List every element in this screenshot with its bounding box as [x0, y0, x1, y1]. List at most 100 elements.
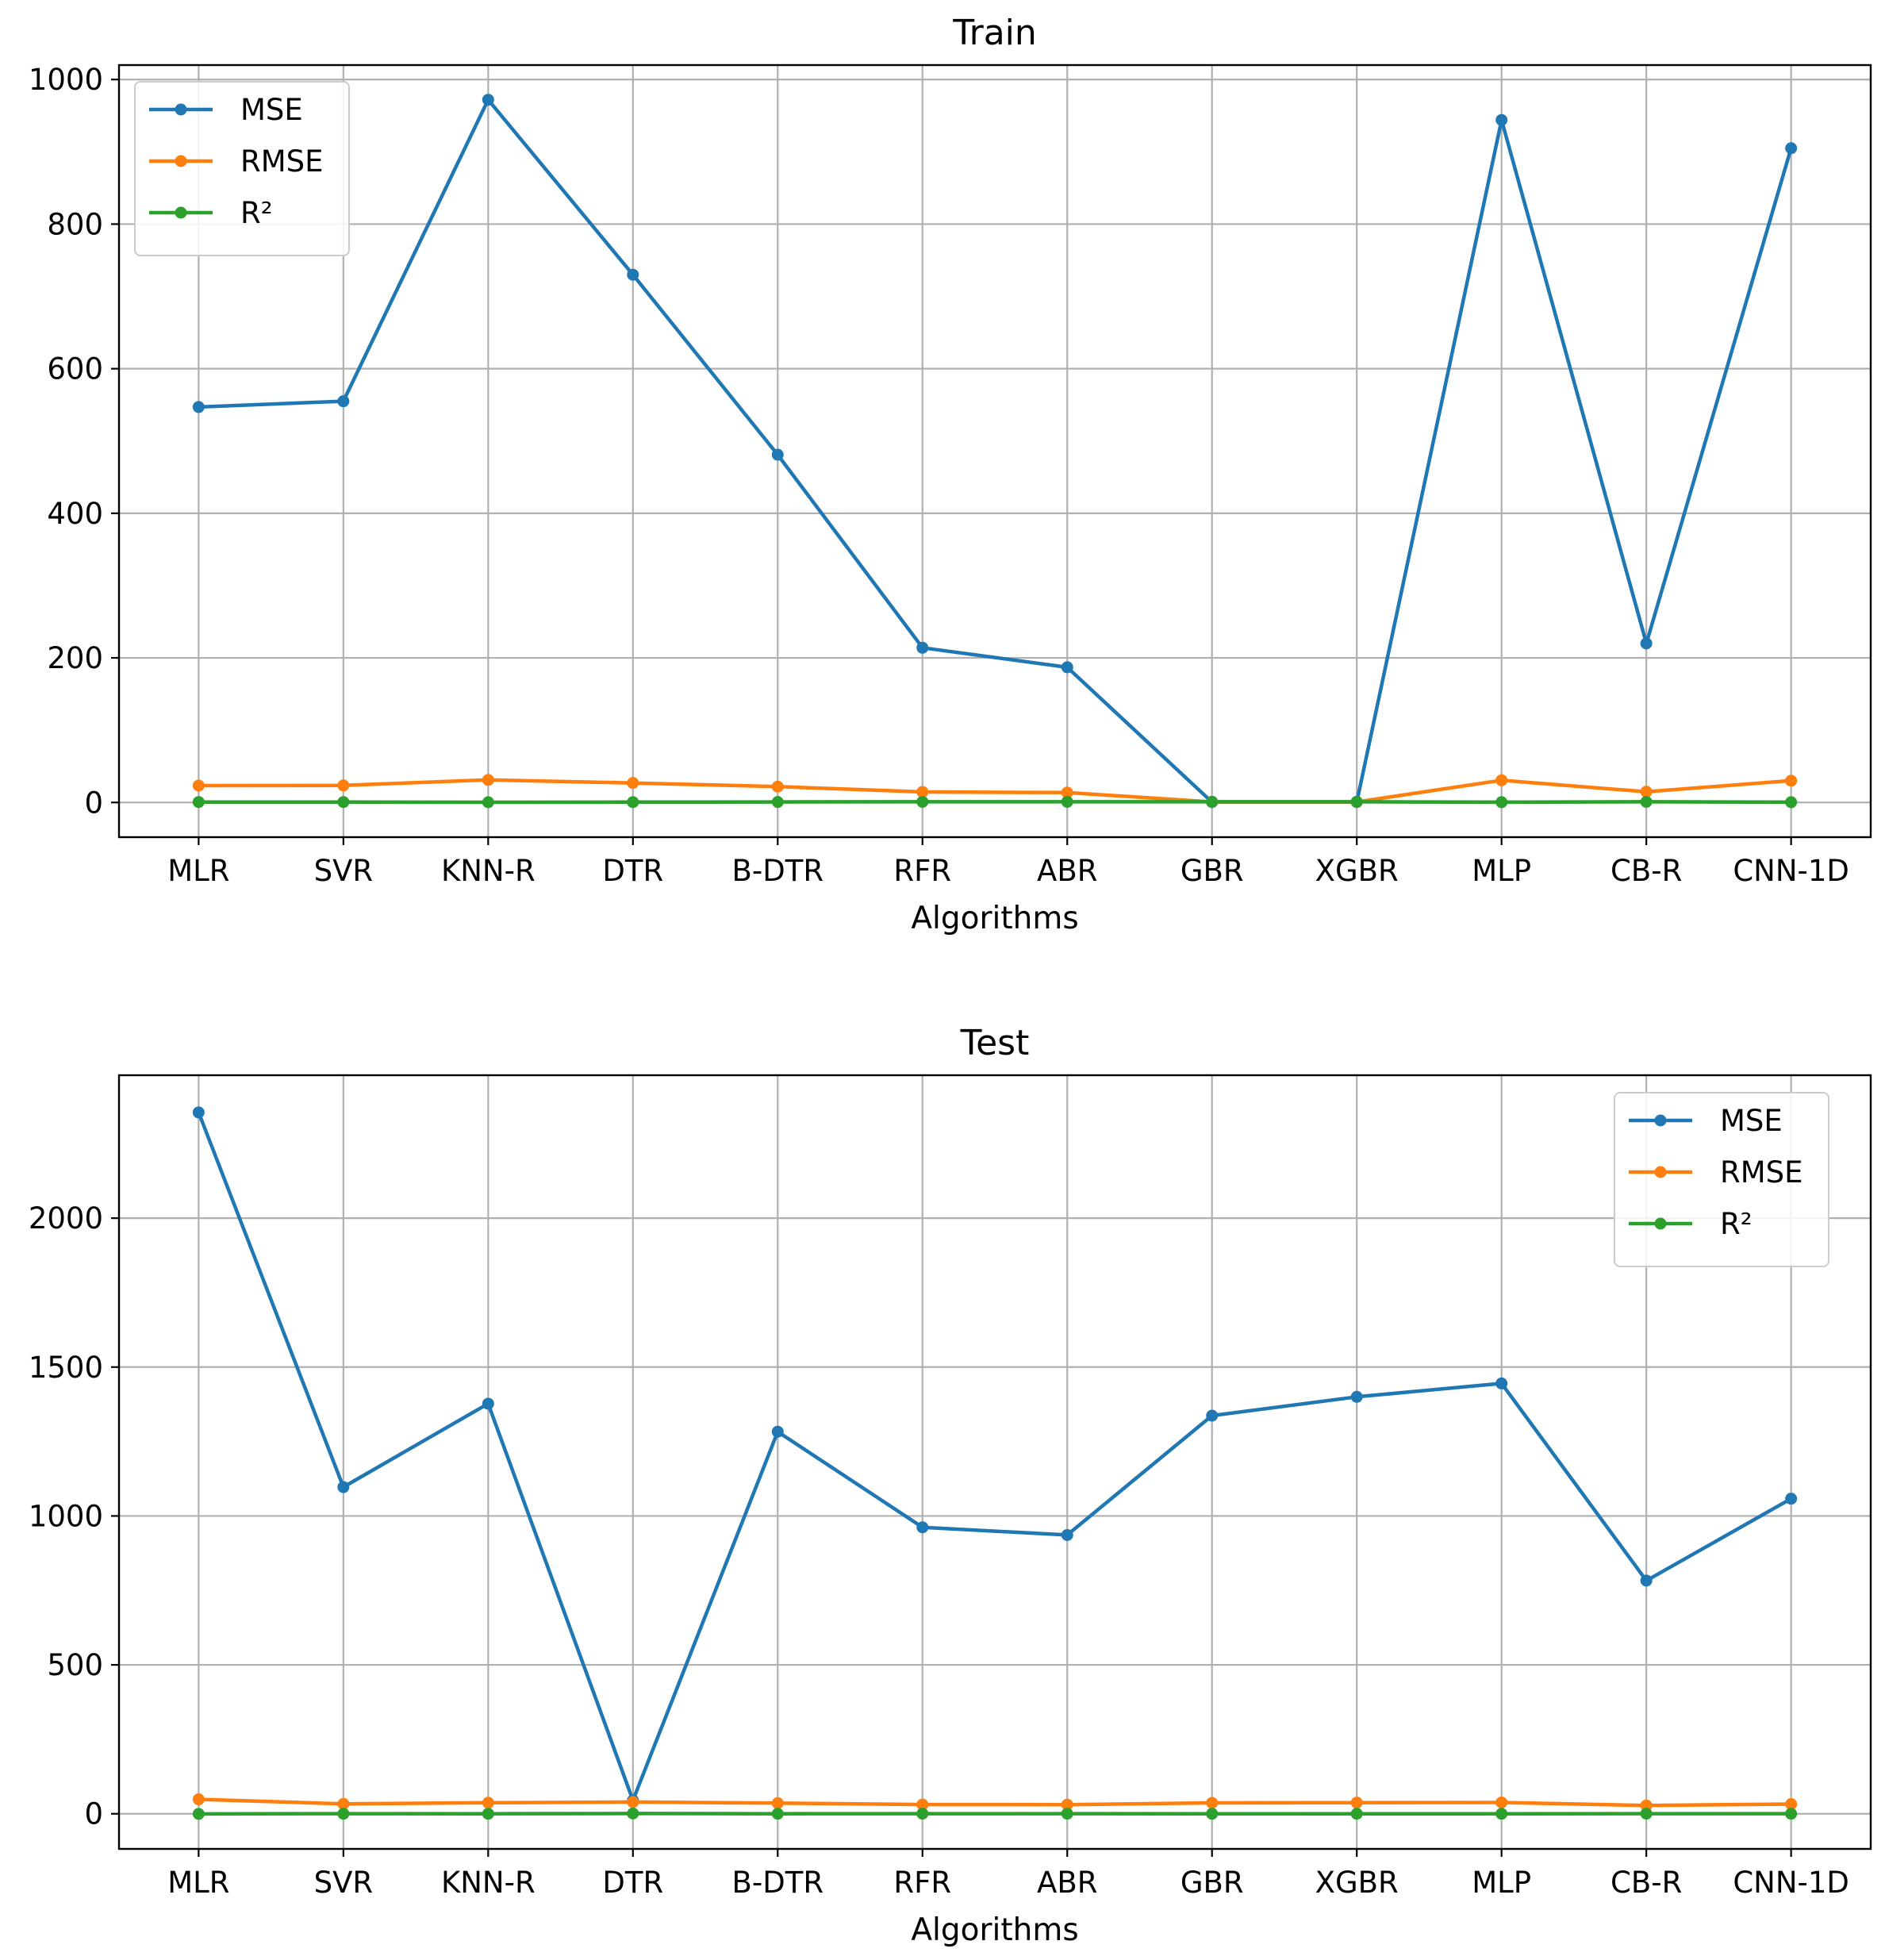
data-point-rmse	[771, 780, 784, 793]
data-point-mse	[1206, 1409, 1219, 1422]
data-point-r2	[1061, 795, 1073, 808]
x-tick-label: CB-R	[1611, 854, 1682, 888]
data-point-mse	[1640, 637, 1653, 650]
x-tick-label: SVR	[314, 854, 374, 888]
data-point-r2	[1785, 796, 1798, 809]
x-tick-label: XGBR	[1315, 854, 1399, 888]
data-point-mse	[1785, 1493, 1798, 1505]
x-axis-label: Algorithms	[911, 1912, 1078, 1948]
data-point-mse	[1061, 1528, 1073, 1541]
data-point-r2	[1495, 1808, 1508, 1820]
data-point-rmse	[916, 786, 929, 798]
legend-marker	[175, 206, 187, 219]
data-point-mse	[1350, 1390, 1363, 1403]
data-point-mse	[1495, 113, 1508, 126]
data-point-rmse	[337, 1797, 350, 1810]
y-tick-label: 400	[47, 497, 103, 531]
data-point-rmse	[1350, 1797, 1363, 1809]
data-point-r2	[1640, 795, 1653, 808]
data-point-r2	[627, 1807, 639, 1820]
x-tick-label: XGBR	[1315, 1866, 1399, 1900]
y-tick-label: 500	[47, 1648, 103, 1682]
series-r2	[192, 795, 1798, 809]
data-point-mse	[337, 1481, 350, 1493]
legend-item-mse: MSE	[149, 93, 303, 127]
y-tick-label: 800	[47, 207, 103, 241]
legend: MSE RMSE R²	[134, 81, 350, 256]
series-rmse	[192, 774, 1798, 809]
data-point-r2	[337, 796, 350, 809]
series-r2	[192, 1807, 1798, 1820]
data-point-rmse	[1785, 1798, 1798, 1811]
data-point-rmse	[482, 1797, 494, 1809]
x-tick-label: GBR	[1181, 854, 1244, 888]
data-point-r2	[1785, 1808, 1798, 1820]
series-line-mse	[197, 1110, 1793, 1803]
legend-item-rmse: RMSE	[149, 144, 324, 179]
x-tick-label: KNN-R	[441, 1866, 536, 1900]
x-tick-label: B-DTR	[732, 854, 824, 888]
x-tick-label: KNN-R	[441, 854, 536, 888]
data-point-mse	[627, 268, 639, 281]
legend-label: R²	[240, 196, 273, 230]
data-point-r2	[337, 1808, 350, 1820]
chart-test: MLR SVR KNN-R DTR B-DTR RFR ABR GBR XGBR MLP CB-R C…	[29, 1023, 1872, 1948]
series-line-r2	[197, 1812, 1793, 1816]
y-tick-label: 0	[84, 786, 103, 820]
series-line-rmse	[197, 778, 1793, 804]
y-tick-label: 1500	[29, 1351, 103, 1385]
x-tick-label: RFR	[893, 854, 951, 888]
data-point-mse	[916, 1521, 929, 1534]
data-point-mse	[916, 641, 929, 654]
data-point-mse	[1640, 1574, 1653, 1587]
series-line-mse	[197, 98, 1793, 805]
data-point-mse	[482, 1397, 494, 1410]
data-point-r2	[916, 795, 929, 808]
legend-item-r2: R²	[149, 196, 273, 230]
data-point-rmse	[1640, 1799, 1653, 1812]
series-mse	[192, 94, 1798, 809]
x-tick-label: MLR	[167, 854, 229, 888]
y-tick-label: 2000	[29, 1201, 103, 1236]
legend-marker	[1654, 1114, 1667, 1127]
data-point-r2	[1350, 795, 1363, 808]
x-tick-label: GBR	[1181, 1866, 1244, 1900]
chart-title: Test	[960, 1023, 1030, 1063]
data-point-rmse	[627, 1796, 639, 1808]
legend-label: RMSE	[240, 144, 324, 179]
legend-label: R²	[1720, 1207, 1753, 1241]
x-tick-label: MLR	[167, 1866, 229, 1900]
x-tick-label: CNN-1D	[1733, 854, 1849, 888]
data-point-rmse	[771, 1797, 784, 1809]
legend-label: RMSE	[1720, 1155, 1803, 1189]
data-point-rmse	[1495, 774, 1508, 786]
data-point-mse	[771, 448, 784, 461]
legend-marker	[175, 103, 187, 116]
data-point-mse	[482, 94, 494, 106]
x-tick-label: DTR	[602, 1866, 663, 1900]
legend-marker	[1654, 1166, 1667, 1178]
data-point-r2	[627, 796, 639, 809]
data-point-r2	[1495, 796, 1508, 809]
series-mse	[192, 1106, 1798, 1807]
data-point-r2	[1206, 795, 1219, 808]
series-rmse	[192, 1793, 1798, 1812]
data-point-r2	[192, 1808, 205, 1820]
x-tick-label: RFR	[893, 1866, 951, 1900]
x-tick-label: SVR	[314, 1866, 374, 1900]
y-tick-label: 1000	[29, 1499, 103, 1533]
data-point-rmse	[1206, 1797, 1219, 1809]
x-axis-label: Algorithms	[911, 901, 1078, 936]
data-point-rmse	[482, 774, 494, 786]
data-point-rmse	[627, 777, 639, 790]
legend-marker	[175, 155, 187, 167]
y-tick-label: 0	[84, 1797, 103, 1831]
data-point-rmse	[1495, 1796, 1508, 1808]
data-point-rmse	[1061, 1798, 1073, 1811]
x-tick-label: ABR	[1037, 854, 1097, 888]
data-point-r2	[1350, 1808, 1363, 1820]
legend-item-r2: R²	[1629, 1207, 1753, 1241]
data-point-mse	[192, 401, 205, 413]
data-point-r2	[482, 796, 494, 809]
